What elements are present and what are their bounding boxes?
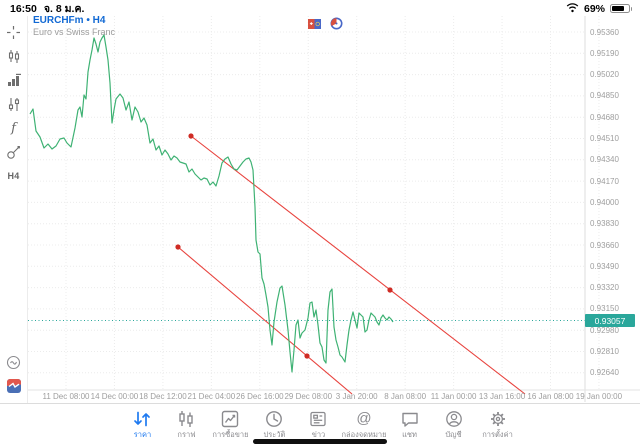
battery-percent: 69% [583,2,605,15]
tab-trade[interactable]: การซื้อขาย [208,409,252,439]
chart-toolbar: f H4 [0,16,28,403]
chart-preview-icon [6,355,21,370]
tab-history[interactable]: ประวัติ [252,409,296,439]
brand-logo-icon [6,379,21,393]
tab-label: ข่าว [311,430,326,439]
symbol-title: EURCHFm • H4 [33,15,115,26]
tab-label: การซื้อขาย [212,430,249,439]
status-left: 16:50 จ. 8 ม.ค. [10,0,84,17]
crosshair-tool[interactable] [6,25,21,39]
objects-tool[interactable] [6,145,21,159]
objects-icon [6,145,21,160]
battery-icon [610,4,632,13]
chart-type-tool[interactable] [7,49,21,63]
function-icon: f [11,120,16,136]
symbol-description: Euro vs Swiss Franc [33,27,116,37]
status-date: จ. 8 ม.ค. [43,3,85,15]
tab-settings[interactable]: การตั้งค่า [476,409,520,439]
crosshair-icon [6,25,21,40]
tab-label: บัญชี [445,430,462,439]
tab-label: แชท [402,430,417,439]
clock-time: 16:50 [10,2,37,15]
tab-label: การตั้งค่า [482,430,513,439]
symbol-timeframe: H4 [92,15,106,26]
tab-label: กล่องจดหมาย [341,430,387,439]
session-clock-icon [330,17,343,30]
tab-chat[interactable]: แชท [388,409,432,439]
timeframe-button[interactable]: H4 [8,169,20,183]
history-icon [264,409,284,429]
tab-accounts[interactable]: บัญชี [432,409,476,439]
tab-mailbox[interactable]: @ กล่องจดหมาย [340,409,387,439]
chart-top-icons [308,17,343,30]
wifi-icon [566,2,579,16]
status-right: 69% [566,2,632,16]
tab-label: กราฟ [177,430,196,439]
quotes-icon [132,409,152,429]
timeframe-label: H4 [7,171,20,181]
tab-label: ประวัติ [263,430,286,439]
status-bar: 16:50 จ. 8 ม.ค. 69% [0,0,640,16]
home-indicator[interactable] [253,439,387,444]
mailbox-icon: @ [356,410,372,427]
trading-levels-tool[interactable] [7,97,21,111]
news-icon [308,409,328,429]
tab-chart[interactable]: กราฟ [164,409,208,439]
symbol-flags-button[interactable] [308,18,321,29]
volume-chart-icon [7,73,21,87]
symbol-separator: • [86,15,90,26]
chat-icon [400,409,420,429]
indicators-tool[interactable]: f [11,121,16,135]
tab-quotes[interactable]: ราคา [120,409,164,439]
symbol-header[interactable]: EURCHFm • H4 Euro vs Swiss Franc [33,15,115,37]
trading-sessions-button[interactable] [330,17,343,30]
chart-preview-tool[interactable] [6,355,21,369]
tab-news[interactable]: ข่าว [296,409,340,439]
tab-label: ราคา [133,430,152,439]
chart-mode-tool[interactable] [7,73,21,87]
brand-logo[interactable] [6,379,21,393]
chart-icon [176,409,196,429]
symbol-name: EURCHFm [33,15,84,26]
settings-icon [488,409,508,429]
currency-flags-icon [308,18,321,29]
accounts-icon [444,409,464,429]
trade-icon [220,409,240,429]
indicator-levels-icon [7,97,21,112]
candlestick-chart-icon [7,49,21,64]
